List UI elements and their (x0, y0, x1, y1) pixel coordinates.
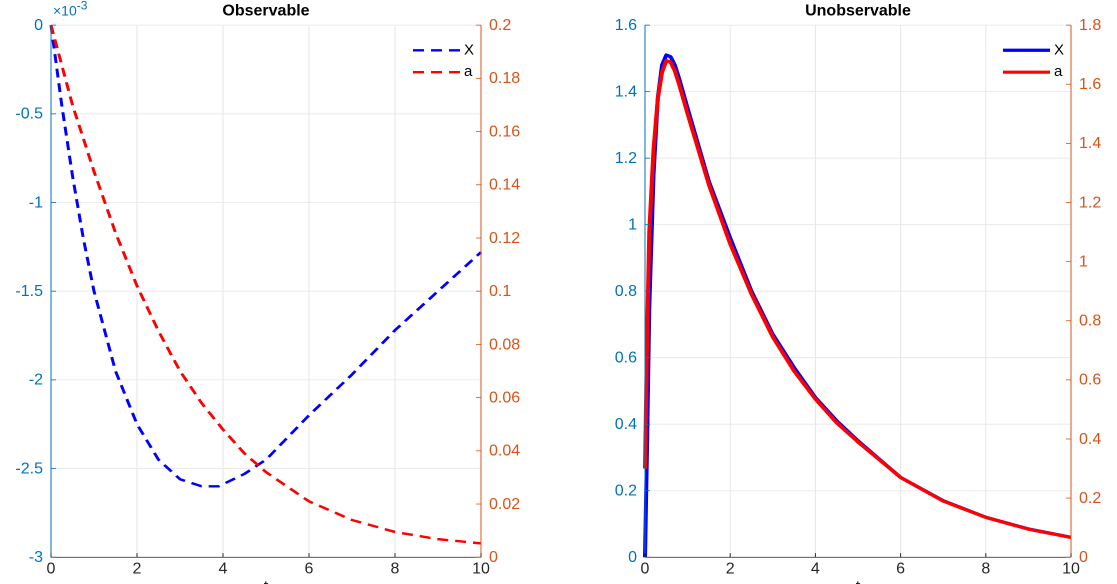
figure-content: 0 2 4 6 8 100-0.5-1-1.5-2-2.5-3 00.020.040.060… (15, 0, 1101, 584)
y-left-tick-label: 0.6 (615, 350, 637, 367)
x-tick-label: 6 (896, 560, 905, 577)
y-right-tick-label: 0.2 (489, 17, 511, 34)
x-tick-label: 10 (472, 560, 490, 577)
y-right-tick-label: 0.12 (489, 230, 520, 247)
y-right-tick-label: 1 (1079, 253, 1088, 270)
y-left-tick-label: -1 (29, 194, 43, 211)
legend-label-a: a (1054, 63, 1063, 80)
chart-title: Observable (222, 2, 309, 19)
x-tick-label: 0 (641, 560, 650, 577)
y-right-tick-label: 0 (1079, 549, 1088, 566)
grid-lines (50, 24, 482, 558)
y-right-tick-label: 0.04 (489, 443, 520, 460)
exponent-power: -3 (77, 0, 88, 12)
y-left-exponent-label: ×10-3 (53, 0, 88, 18)
x-tick-label: 0 (47, 560, 56, 577)
series-line-a (49, 24, 482, 545)
y-left-tick-label: 0 (34, 17, 43, 34)
y-right-tick-label: 1.4 (1079, 135, 1101, 152)
x-tick-label: 2 (726, 560, 735, 577)
chart-title: Unobservable (805, 2, 911, 19)
legend-label-a: a (464, 63, 473, 80)
y-left-tick-label: 0.8 (615, 283, 637, 300)
y-right-tick-label: 0.1 (489, 283, 511, 300)
series-line-a (643, 58, 1072, 540)
y-right-tick-label: 0.8 (1079, 313, 1101, 330)
legend-label-x: X (464, 41, 474, 58)
y-left-tick-label: -0.5 (15, 106, 43, 123)
y-left-tick-label: 1 (628, 217, 637, 234)
y-left-tick-label: -2.5 (15, 460, 43, 477)
y-left-tick-label: 1.4 (615, 84, 637, 101)
y-right-tick-label: 0.16 (489, 123, 520, 140)
y-right-tick-label: 1.6 (1079, 76, 1101, 93)
y-right-tick-label: 0 (489, 549, 498, 566)
y-right-tick-label: 0.6 (1079, 372, 1101, 389)
y-right-tick-label: 0.18 (489, 70, 520, 87)
y-left-tick-label: 1.6 (615, 17, 637, 34)
x-tick-label: 8 (391, 560, 400, 577)
x-tick-label: 6 (305, 560, 314, 577)
x-axis-label: t (264, 578, 269, 584)
y-left-tick-label: -1.5 (15, 283, 43, 300)
y-right-tick-label: 1.8 (1079, 17, 1101, 34)
y-right-tick-label: 0.2 (1079, 490, 1101, 507)
y-right-tick-label: 0.08 (489, 336, 520, 353)
x-tick-label: 8 (981, 560, 990, 577)
y-right-tick-label: 0.02 (489, 496, 520, 513)
y-left-tick-label: 0 (628, 549, 637, 566)
legend-label-x: X (1054, 41, 1064, 58)
exponent-base: ×10 (53, 2, 77, 18)
legend: Xa (1003, 41, 1064, 80)
y-left-tick-label: 0.2 (615, 483, 637, 500)
y-right-tick-label: 0.4 (1079, 431, 1101, 448)
chart-panel-1: 0 2 4 6 8 100-0.5-1-1.5-2-2.5-3 00.020.040.060… (15, 0, 520, 584)
y-left-tick-label: -3 (29, 549, 43, 566)
x-tick-label: 10 (1062, 560, 1080, 577)
legend: Xa (413, 41, 474, 80)
y-right-tick-label: 0.14 (489, 177, 520, 194)
y-left-tick-label: 0.4 (615, 416, 637, 433)
y-right-tick-label: 0.06 (489, 389, 520, 406)
y-left-tick-label: 1.2 (615, 150, 637, 167)
chart-panel-2: 0 2 4 6 8 1000.20.40.60.811.21.41.600.20.40.6… (615, 2, 1102, 584)
x-tick-label: 2 (133, 560, 142, 577)
y-right-tick-label: 1.2 (1079, 194, 1101, 211)
y-left-tick-label: -2 (29, 372, 43, 389)
x-axis-label: t (856, 578, 861, 584)
x-tick-label: 4 (811, 560, 820, 577)
x-tick-label: 4 (219, 560, 228, 577)
